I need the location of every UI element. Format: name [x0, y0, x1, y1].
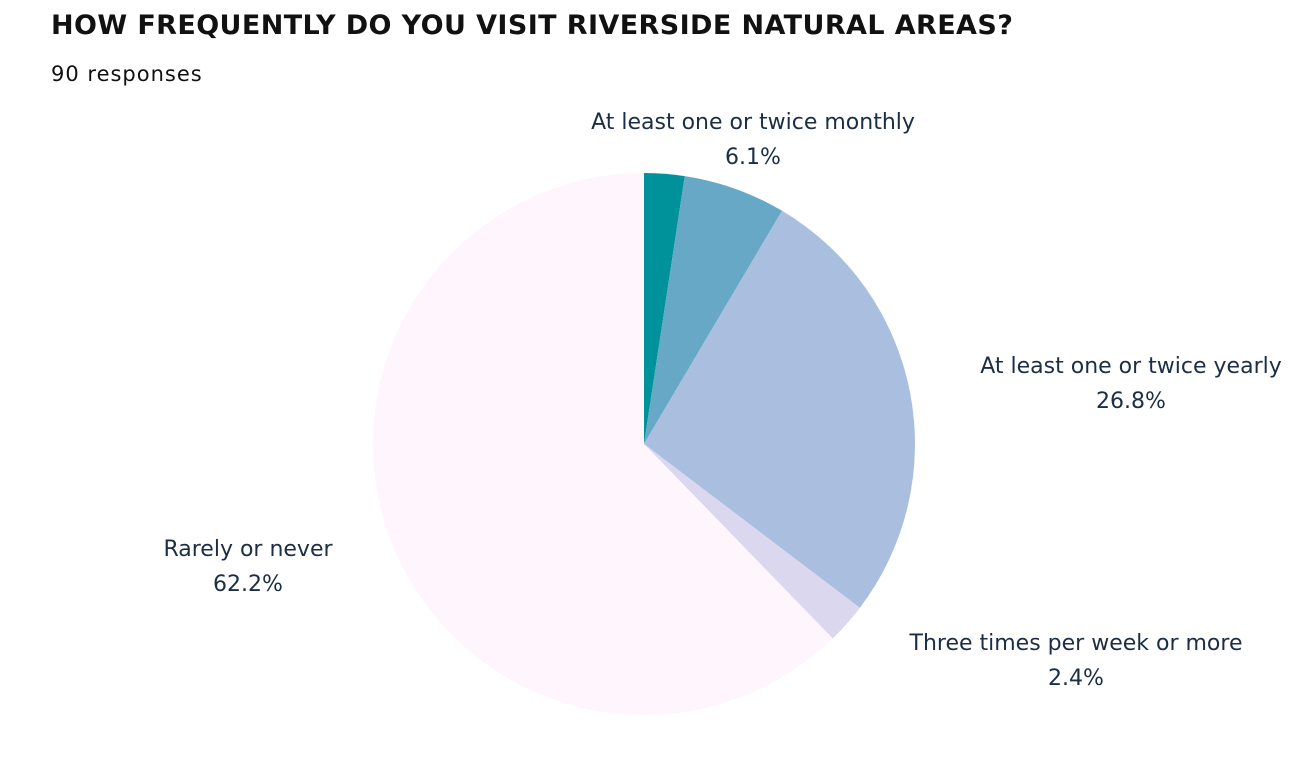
slice-value-rarely: 62.2% [213, 572, 283, 597]
slice-value-yearly: 26.8% [1096, 389, 1166, 414]
chart-subtitle: 90 responses [51, 62, 203, 86]
pie-slice-0 [644, 173, 685, 444]
slice-label-rarely: Rarely or never [163, 537, 333, 562]
chart-title: HOW FREQUENTLY DO YOU VISIT RIVERSIDE NA… [51, 10, 1014, 41]
slice-value-monthly: 6.1% [725, 145, 781, 170]
pie-slices [373, 173, 915, 715]
pie-slice-2 [644, 210, 915, 608]
pie-slice-1 [644, 176, 783, 444]
slice-label-weekly: Three times per week or more [909, 631, 1243, 656]
slice-label-yearly: At least one or twice yearly [980, 354, 1282, 379]
slice-label-monthly: At least one or twice monthly [591, 110, 915, 135]
pie-slice-4 [373, 173, 833, 715]
pie-slice-3 [644, 444, 860, 639]
slice-value-weekly: 2.4% [1048, 666, 1104, 691]
